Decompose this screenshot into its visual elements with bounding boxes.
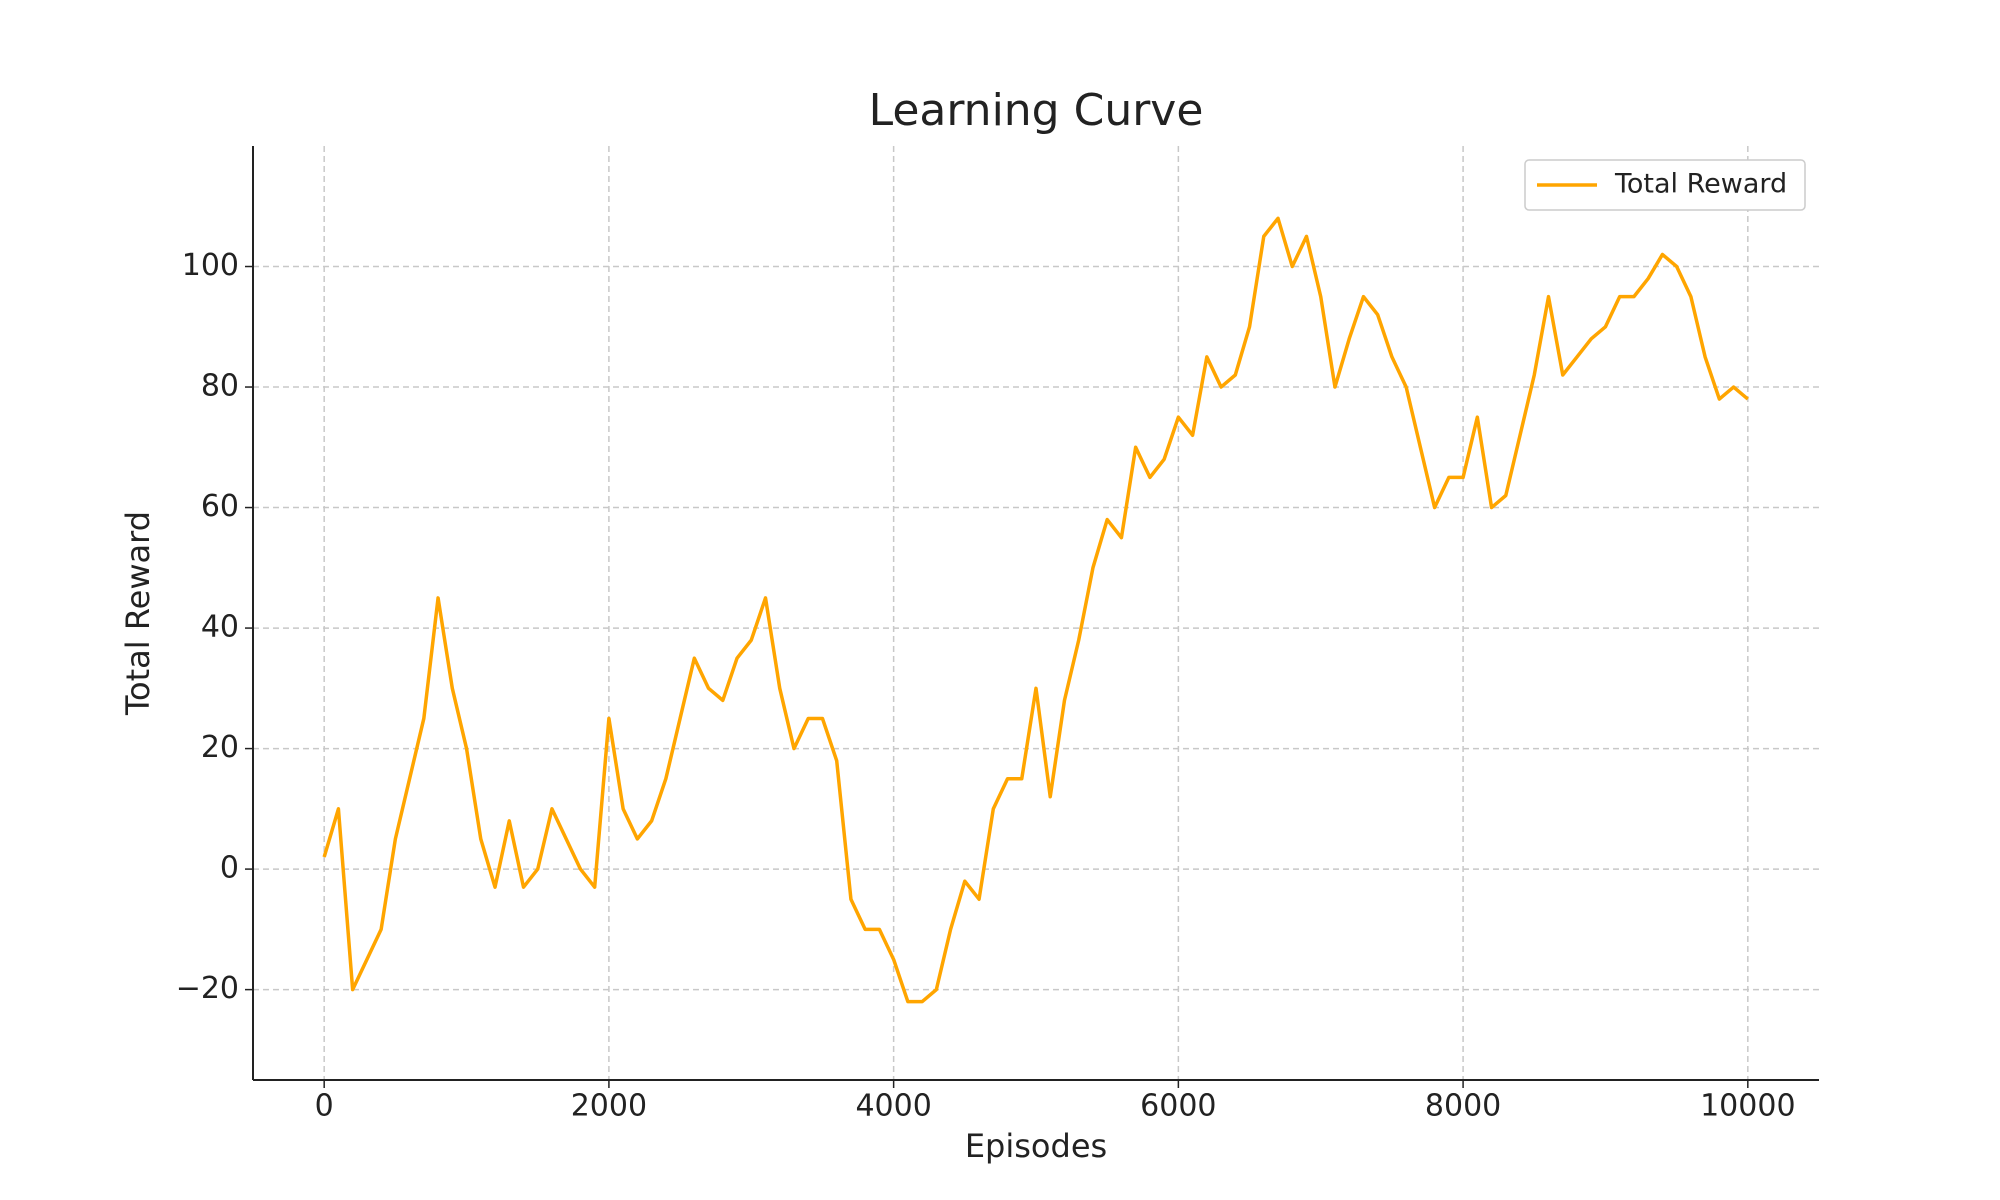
x-tick-label: 6000 bbox=[1140, 1089, 1216, 1124]
chart-title: Learning Curve bbox=[869, 85, 1204, 136]
x-tick-label: 2000 bbox=[571, 1089, 647, 1124]
x-tick-label: 0 bbox=[315, 1089, 334, 1124]
x-tick-label: 10000 bbox=[1700, 1089, 1795, 1124]
legend-label: Total Reward bbox=[1614, 169, 1787, 200]
y-tick-label: −20 bbox=[176, 971, 239, 1006]
y-tick-label: 100 bbox=[182, 248, 239, 283]
x-tick-label: 4000 bbox=[855, 1089, 931, 1124]
y-tick-label: 60 bbox=[201, 489, 239, 524]
y-tick-label: 40 bbox=[201, 610, 239, 645]
y-tick-label: 20 bbox=[201, 730, 239, 765]
y-tick-label: 80 bbox=[201, 369, 239, 404]
y-axis-label: Total Reward bbox=[119, 511, 157, 716]
x-tick-label: 8000 bbox=[1425, 1089, 1501, 1124]
legend-box bbox=[1524, 159, 1806, 211]
x-axis-label: Episodes bbox=[965, 1127, 1107, 1165]
y-tick-label: 0 bbox=[220, 851, 239, 886]
data-line bbox=[322, 216, 1749, 1004]
